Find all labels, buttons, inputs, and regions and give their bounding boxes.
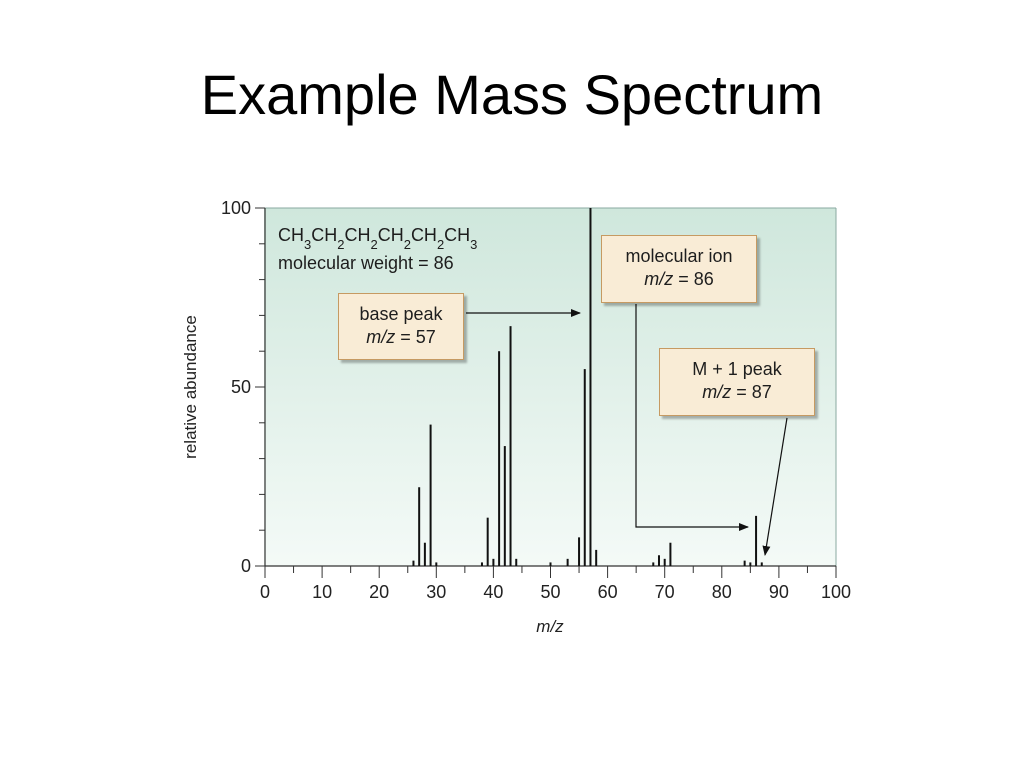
callout-arrows [466,304,788,556]
peak-m85 [749,562,752,566]
peak-m26 [412,560,415,566]
base-peak-label: base peak [359,304,443,324]
x-tick-label: 20 [369,582,389,602]
y-tick-label: 0 [241,556,251,576]
peak-m70 [663,558,666,566]
peak-m44 [515,558,518,566]
peak-m28 [423,542,426,566]
molecular-ion-arrow [635,304,749,531]
molecular-weight-label: molecular weight = 86 [278,253,454,273]
y-axis: 0 50 100 [221,198,266,576]
peak-m86 [755,515,758,566]
y-tick-label: 50 [231,377,251,397]
molecular-ion-callout: molecular ion m/z = 86 [601,235,757,303]
molecular-formula: CH3CH2CH2CH2CH2CH3 [278,225,477,252]
peak-m71 [669,542,672,566]
peak-m84 [743,560,746,566]
x-tick-label: 60 [598,582,618,602]
peak-m57 [589,208,592,566]
x-tick-label: 90 [769,582,789,602]
peak-m53 [566,558,569,566]
peak-m55 [578,537,581,566]
x-axis-title: m/z [536,617,564,636]
peak-m42 [503,446,506,566]
m-plus-1-callout: M + 1 peak m/z = 87 [659,348,815,416]
x-tick-label: 40 [483,582,503,602]
slide-title: Example Mass Spectrum [200,63,824,126]
peak-m41 [498,351,501,566]
spectrum-peaks [412,208,763,566]
peak-m56 [583,369,586,566]
peak-m29 [429,424,432,566]
y-tick-label: 100 [221,198,251,218]
molecular-ion-label: molecular ion [625,246,733,266]
x-tick-label: 80 [712,582,732,602]
peak-m58 [595,549,598,566]
base-peak-callout: base peak m/z = 57 [338,293,464,360]
peak-m40 [492,558,495,566]
y-axis-title: relative abundance [181,315,200,459]
x-tick-label: 10 [312,582,332,602]
x-tick-label: 100 [821,582,851,602]
peak-m68 [652,562,655,566]
m-plus-1-value: m/z = 87 [702,382,772,402]
peak-m38 [480,562,483,566]
x-tick-label: 50 [540,582,560,602]
peak-m69 [657,555,660,566]
m-plus-1-label: M + 1 peak [692,359,782,379]
peak-m87 [760,562,763,566]
m-plus-1-arrow [762,417,788,556]
peak-m39 [486,517,489,566]
x-axis: 0 10 20 30 40 50 60 70 80 90 100 [260,565,851,602]
peak-m43 [509,326,512,566]
peak-m27 [418,487,421,566]
base-peak-value: m/z = 57 [366,327,436,347]
molecular-ion-value: m/z = 86 [644,269,714,289]
x-tick-label: 30 [426,582,446,602]
peak-m30 [435,562,438,566]
x-tick-label: 0 [260,582,270,602]
x-tick-label: 70 [655,582,675,602]
peak-m50 [549,562,552,566]
